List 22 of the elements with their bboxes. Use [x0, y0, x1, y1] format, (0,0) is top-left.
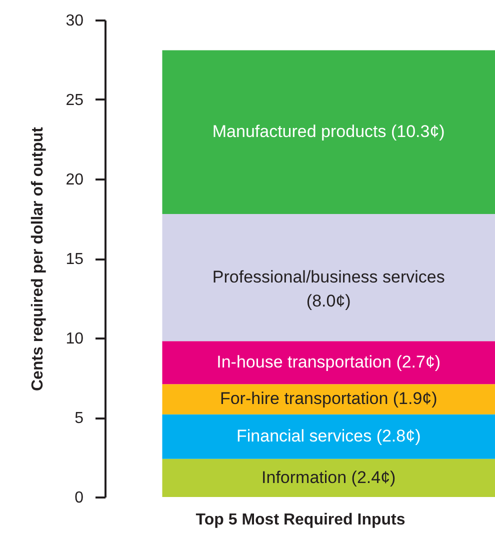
text: In-house transportation (2.7¢): [216, 352, 441, 372]
y-tick-label: 30: [66, 12, 84, 30]
bar: [162, 50, 495, 214]
text: Financial services (2.8¢): [236, 426, 421, 446]
bar: [162, 414, 495, 459]
y-tick-label: 15: [66, 251, 84, 268]
y-tick-label: 25: [66, 92, 84, 109]
y-tick-label: 5: [74, 410, 84, 427]
bar: [162, 214, 495, 342]
bar: [162, 341, 495, 384]
x-axis-title: Top 5 Most Required Inputs: [196, 512, 406, 528]
series-label: Professional/business services: [212, 268, 445, 287]
text: Information (2.4¢): [262, 468, 396, 487]
bar: [162, 384, 495, 414]
y-tick-label: 10: [66, 330, 84, 348]
data-label: (8.0¢): [306, 292, 351, 311]
y-tick-label: 0: [74, 490, 84, 506]
y-tick-label: 20: [66, 172, 84, 188]
text: For-hire transportation (1.9¢): [220, 389, 438, 408]
bar: [162, 458, 495, 497]
text: Manufactured products (10.3¢): [212, 122, 445, 142]
y-axis-title: Cents required per dollar of output: [30, 126, 47, 392]
